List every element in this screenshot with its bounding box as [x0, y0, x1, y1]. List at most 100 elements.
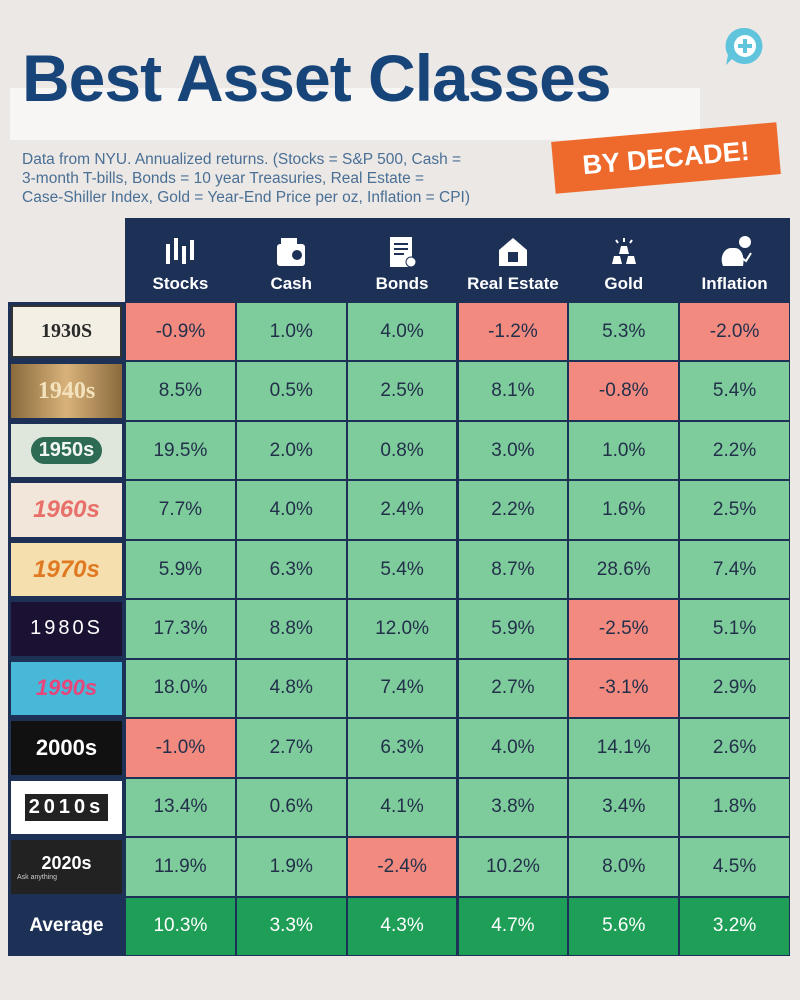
- table-cell: 4.8%: [236, 659, 346, 718]
- table-cell: 2.7%: [458, 659, 568, 718]
- row-label-text: 2020s: [41, 852, 92, 873]
- row-label: 1970s: [11, 542, 122, 597]
- column-header: Gold: [568, 218, 679, 302]
- table-cell: 8.1%: [458, 362, 568, 420]
- subtitle: Data from NYU. Annualized returns. (Stoc…: [22, 150, 470, 207]
- table-cell: 19.5%: [126, 421, 235, 480]
- table-cell: 3.4%: [569, 778, 679, 837]
- column-icon: [277, 238, 306, 266]
- column-label: Stocks: [152, 274, 209, 293]
- column-header: Inflation: [679, 218, 790, 302]
- subtitle-line: 3-month T-bills, Bonds = 10 year Treasur…: [22, 170, 425, 187]
- table-cell: 6.3%: [347, 719, 457, 777]
- table-cell: 7.4%: [347, 659, 457, 718]
- table-header: Stocks Cash Bonds Real Estate Gold Inflation: [125, 218, 790, 302]
- table-cell: 4.0%: [347, 303, 457, 361]
- table-cell: 1.9%: [236, 838, 346, 896]
- table-cell: -2.5%: [569, 600, 679, 658]
- table-cell: -3.1%: [569, 659, 679, 718]
- table-cell: 2.6%: [680, 719, 789, 777]
- table-cell: 2.2%: [458, 481, 568, 539]
- table-cell: 10.3%: [126, 897, 235, 955]
- table-cell: 5.6%: [569, 897, 679, 955]
- table-cell: 17.3%: [126, 600, 235, 658]
- title: Best Asset Classes: [22, 41, 612, 115]
- table-cell: 3.3%: [236, 897, 346, 955]
- table-cell: 1.0%: [236, 303, 346, 361]
- table-cell: 5.1%: [680, 600, 789, 658]
- table-cell: 0.6%: [236, 778, 346, 837]
- row-label: 1990s: [11, 661, 122, 716]
- table-cell: 2.2%: [680, 421, 789, 480]
- table-cell: 13.4%: [126, 778, 235, 837]
- table-cell: 12.0%: [347, 600, 457, 658]
- subtitle-line: Case-Shiller Index, Gold = Year-End Pric…: [22, 189, 471, 206]
- column-icon: [721, 236, 752, 266]
- subtitle-line: Data from NYU. Annualized returns. (Stoc…: [22, 151, 462, 168]
- table-cell: 0.8%: [347, 421, 457, 480]
- row-label-text: 1960s: [33, 496, 100, 524]
- row-label: 1930S: [11, 305, 122, 359]
- table-cell: 4.3%: [347, 897, 457, 955]
- table-cell: 5.4%: [680, 362, 789, 420]
- row-labels: 1930S 1940s 1950s 1960s 1970s 1980S 1990s 2000s…: [8, 302, 125, 956]
- table-cell: 1.8%: [680, 778, 789, 837]
- table-cell: 4.5%: [680, 838, 789, 896]
- row-label: 1960s: [11, 483, 122, 537]
- column-header: Cash: [236, 218, 347, 302]
- table-cell: 3.0%: [458, 421, 568, 480]
- table-cell: 4.0%: [236, 481, 346, 539]
- row-label: Average: [11, 899, 122, 953]
- row-label: 1980S: [11, 602, 122, 656]
- table-cell: -0.8%: [569, 362, 679, 420]
- row-label-note: Ask anything: [17, 873, 58, 881]
- column-header: Real Estate: [458, 218, 569, 302]
- column-label: Real Estate: [467, 274, 559, 293]
- table-cell: 4.7%: [458, 897, 568, 955]
- table-cell: 2.4%: [347, 481, 457, 539]
- column-icon: [390, 237, 417, 268]
- table-cell: 7.4%: [680, 540, 789, 599]
- table-body: -0.9% 1.0% 4.0% -1.2% 5.3% -2.0% 8.5% 0.5% 2.5% 8…: [125, 302, 790, 956]
- row-label: 1940s: [11, 364, 122, 418]
- row-label-text: 1990s: [35, 675, 98, 701]
- table-cell: 3.2%: [680, 897, 789, 955]
- row-label: 2010s: [11, 780, 122, 835]
- table-cell: 2.9%: [680, 659, 789, 718]
- column-icon: [166, 238, 195, 264]
- title-highlight: [10, 88, 700, 140]
- column-header: Bonds: [347, 218, 458, 302]
- table-cell: -1.0%: [126, 719, 235, 777]
- column-icon: [498, 238, 527, 266]
- column-label: Cash: [270, 274, 313, 293]
- row-label-text: 1970s: [33, 555, 100, 583]
- column-header: Stocks: [125, 218, 236, 302]
- table-cell: -0.9%: [126, 303, 235, 361]
- table-cell: 4.1%: [347, 778, 457, 837]
- table-cell: 1.6%: [569, 481, 679, 539]
- table-cell: 18.0%: [126, 659, 235, 718]
- row-label: 2020s Ask anything: [11, 840, 122, 894]
- row-label-text: 1930S: [40, 320, 93, 343]
- table-cell: 11.9%: [126, 838, 235, 896]
- table-cell: 28.6%: [569, 540, 679, 599]
- column-label: Inflation: [701, 274, 768, 293]
- row-label-text: 1940s: [37, 377, 96, 404]
- row-label-text: 2000s: [35, 734, 98, 760]
- row-label-text: 1950s: [30, 437, 103, 465]
- table-cell: -1.2%: [458, 303, 568, 361]
- table-cell: 2.0%: [236, 421, 346, 480]
- table-cell: 7.7%: [126, 481, 235, 539]
- column-icon: [611, 238, 636, 264]
- table-cell: 8.0%: [569, 838, 679, 896]
- column-label: Gold: [604, 274, 644, 293]
- table-cell: 2.7%: [236, 719, 346, 777]
- table-cell: -2.4%: [347, 838, 457, 896]
- table-cell: 5.9%: [126, 540, 235, 599]
- table-cell: 10.2%: [458, 838, 568, 896]
- table-cell: 8.7%: [458, 540, 568, 599]
- logo: [725, 27, 763, 65]
- table-cell: 1.0%: [569, 421, 679, 480]
- table-cell: 0.5%: [236, 362, 346, 420]
- table-cell: 2.5%: [347, 362, 457, 420]
